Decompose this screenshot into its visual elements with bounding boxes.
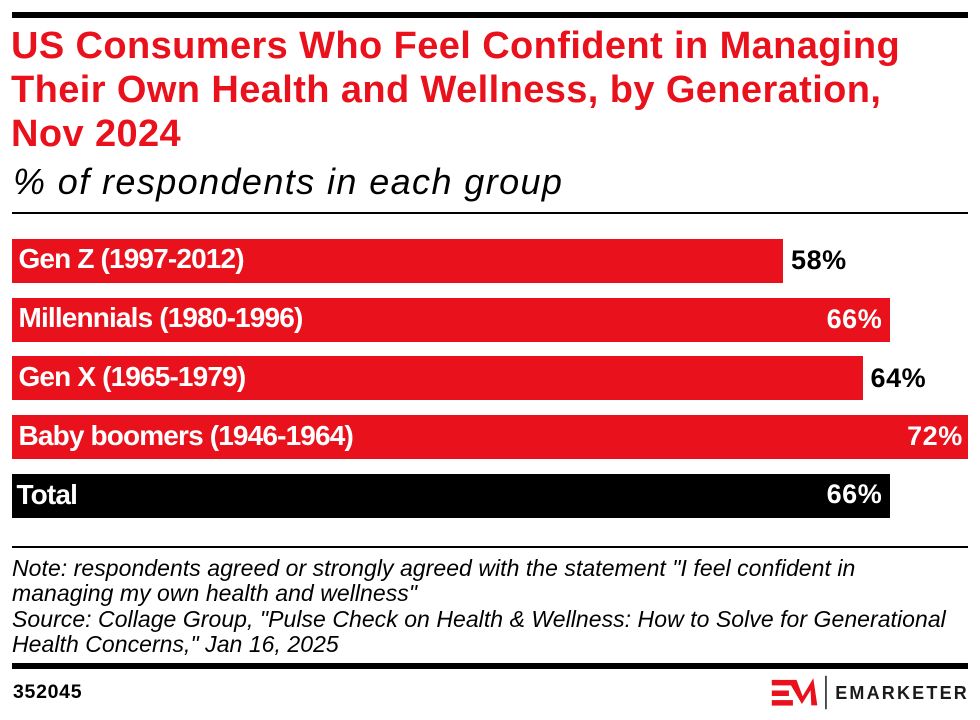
svg-text:EMARKETER: EMARKETER [835,683,969,703]
